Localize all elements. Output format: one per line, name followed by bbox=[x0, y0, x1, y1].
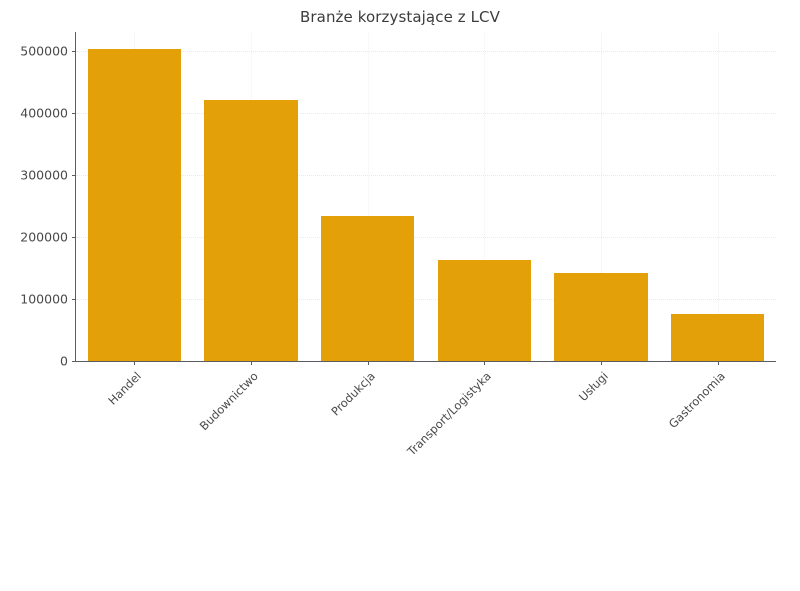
x-tick-mark bbox=[484, 361, 486, 365]
y-tick-mark bbox=[72, 174, 76, 176]
x-tick-label: Transport/Logistyka bbox=[404, 369, 495, 459]
y-tick-mark bbox=[72, 112, 76, 114]
y-tick-mark bbox=[72, 298, 76, 300]
x-tick-mark bbox=[717, 361, 719, 365]
y-axis-spine bbox=[75, 32, 76, 362]
gridline-vertical bbox=[367, 32, 369, 361]
x-tick-mark bbox=[367, 361, 369, 365]
chart-title: Branże korzystające z LCV bbox=[300, 8, 500, 26]
gridline-horizontal bbox=[76, 50, 776, 52]
y-tick-label: 100000 bbox=[20, 291, 68, 307]
gridline-horizontal bbox=[76, 236, 776, 238]
x-tick-label: Budownictwo bbox=[196, 369, 261, 434]
bar bbox=[671, 313, 765, 361]
x-axis-spine bbox=[75, 361, 776, 362]
x-tick-mark bbox=[251, 361, 252, 365]
y-tick-label: 200000 bbox=[20, 229, 68, 245]
y-tick-mark bbox=[72, 50, 76, 52]
gridline-vertical bbox=[717, 32, 719, 361]
x-tick-label: Usługi bbox=[575, 369, 611, 404]
bar bbox=[87, 49, 181, 361]
bar bbox=[437, 259, 531, 361]
y-tick-label: 300000 bbox=[20, 167, 68, 183]
gridline-horizontal bbox=[76, 112, 776, 114]
bar bbox=[321, 215, 415, 361]
gridline-horizontal bbox=[76, 174, 776, 176]
y-tick-mark bbox=[72, 236, 76, 238]
y-tick-label: 0 bbox=[60, 353, 68, 369]
bar bbox=[204, 99, 298, 361]
x-tick-mark bbox=[601, 361, 602, 365]
y-tick-label: 400000 bbox=[20, 105, 68, 121]
bar bbox=[554, 273, 648, 361]
chart-figure: Branże korzystające z LCV 0 100000 200000 3… bbox=[20, 8, 776, 459]
x-tick-label: Produkcja bbox=[328, 369, 378, 419]
gridline-vertical bbox=[601, 32, 602, 361]
y-tick-mark bbox=[72, 361, 76, 362]
plot-area bbox=[76, 32, 776, 361]
y-tick-label: 500000 bbox=[20, 43, 68, 59]
x-tick-mark bbox=[134, 361, 136, 365]
x-tick-label: Gastronomia bbox=[665, 369, 728, 432]
gridline-horizontal bbox=[76, 298, 776, 300]
gridline-vertical bbox=[484, 32, 486, 361]
